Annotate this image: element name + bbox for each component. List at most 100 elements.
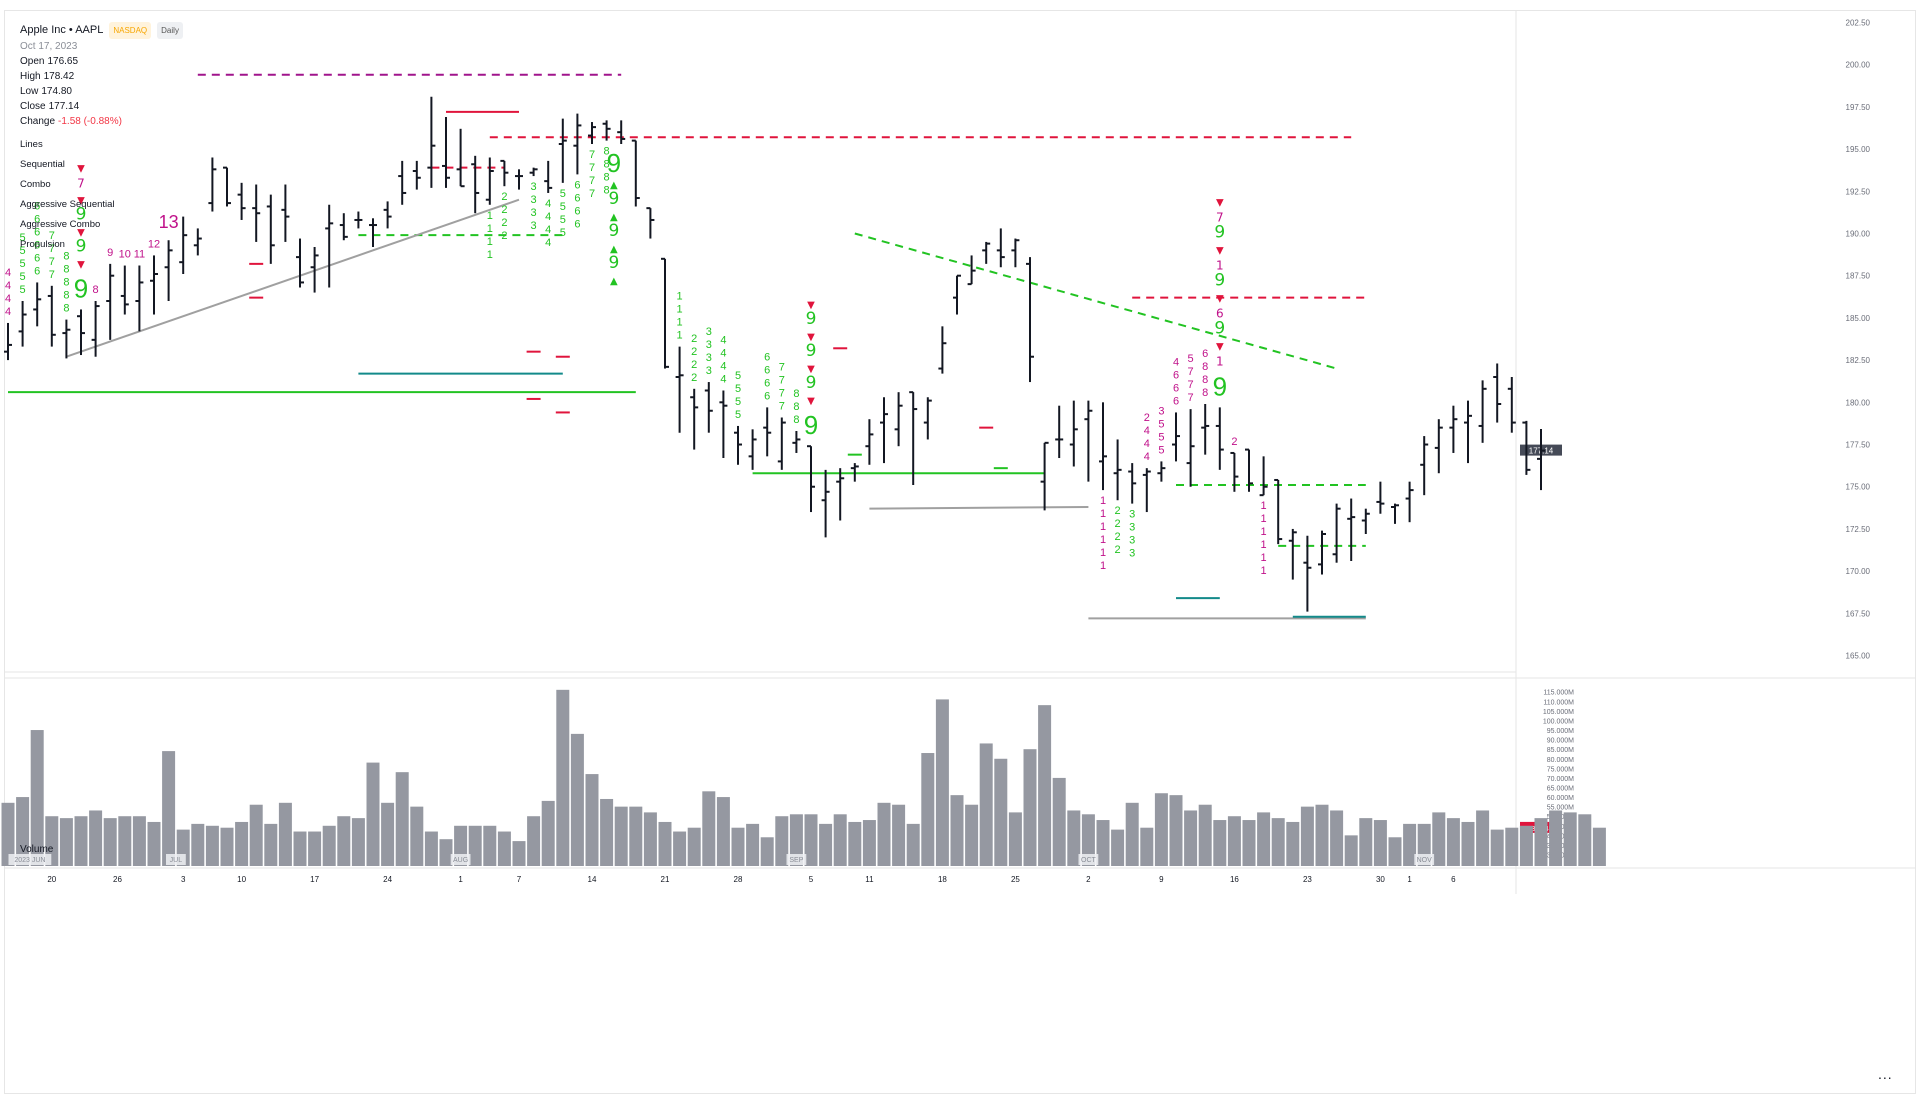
setup-count-label: 5 — [735, 370, 741, 382]
setup-count-label: 5 — [560, 227, 566, 239]
volume-bar — [395, 772, 409, 866]
setup-count-label: 6 — [764, 364, 770, 376]
symbol-row[interactable]: Apple Inc • AAPL NASDAQ Daily — [20, 22, 183, 39]
buy-arrow-icon: ▲ — [610, 276, 618, 287]
price-axis-tick: 172.50 — [1846, 525, 1871, 534]
more-options-button[interactable]: ... — [1878, 1066, 1893, 1082]
month-marker-bg — [1414, 854, 1435, 865]
setup-count-label: 2 — [1115, 505, 1121, 517]
setup-count-label: 1 — [1100, 547, 1106, 559]
price-axis-tick: 195.00 — [1846, 145, 1871, 154]
volume-bar — [527, 816, 541, 866]
volume-bar — [1432, 812, 1446, 866]
volume-bar — [74, 816, 88, 866]
setup-count-label: 8 — [793, 414, 799, 426]
time-axis-tick: 26 — [113, 875, 122, 884]
volume-bar — [249, 804, 263, 866]
setup-count-label: 4 — [545, 198, 551, 210]
setup-count-label: 1 — [1261, 500, 1267, 512]
setup-count-label: 1 — [487, 223, 493, 235]
setup-count-label: 2 — [691, 372, 697, 384]
setup-count-label: 8 — [1202, 387, 1208, 399]
indicator-toggle-propulsion[interactable]: Propulsion — [20, 239, 65, 250]
volume-bar — [731, 827, 745, 866]
volume-bar — [629, 806, 643, 866]
setup-count-label: 1 — [487, 210, 493, 222]
month-marker-bg — [166, 854, 186, 865]
setup-count-label: 3 — [1129, 522, 1135, 534]
volume-bar — [1592, 827, 1606, 866]
setup-count-label: 7 — [1188, 379, 1194, 391]
time-axis-tick: 20 — [47, 875, 56, 884]
indicator-toggle-aggressive-sequential[interactable]: Aggressive Sequential — [20, 199, 115, 210]
change-row: Change -1.58 (-0.88%) — [20, 114, 183, 129]
setup-count-label: 7 — [779, 375, 785, 387]
ohlc-label: High — [20, 71, 41, 82]
setup-count-label: 1 — [1100, 521, 1106, 533]
volume-bar — [877, 802, 891, 866]
indicator-toggle-combo[interactable]: Combo — [20, 179, 51, 190]
volume-bar — [278, 802, 292, 866]
price-axis-tick: 192.50 — [1846, 187, 1871, 196]
volume-bar — [848, 821, 862, 866]
volume-bar — [103, 818, 117, 866]
volume-bar — [1169, 795, 1183, 866]
trend-line — [869, 505, 1089, 510]
ohlc-close: Close 177.14 — [20, 99, 183, 114]
volume-bar — [1373, 820, 1387, 866]
volume-axis-tick: 55.000M — [1547, 805, 1574, 812]
setup-count-label: 2 — [1115, 518, 1121, 530]
volume-axis-tick: 115.000M — [1543, 690, 1574, 697]
setup-count-label: 3 — [531, 220, 537, 232]
interval-badge[interactable]: Daily — [157, 22, 183, 39]
volume-bar — [979, 743, 993, 866]
arrow-stack-label: 7 — [1216, 210, 1224, 224]
setup-count-label: 7 — [589, 188, 595, 200]
setup-count-label: 5 — [20, 271, 26, 283]
volume-bar — [658, 821, 672, 866]
price-axis-tick: 165.00 — [1846, 652, 1871, 661]
setup-count-label: 5 — [20, 245, 26, 257]
price-axis-tick: 190.00 — [1846, 229, 1871, 238]
volume-bar — [1563, 812, 1577, 866]
setup-count-label: 1 — [677, 304, 683, 316]
volume-bar — [1330, 810, 1344, 866]
setup-count-label: 4 — [720, 334, 726, 346]
volume-bar — [994, 758, 1008, 866]
volume-bar — [1198, 804, 1212, 866]
time-axis-tick: 2 — [1086, 875, 1091, 884]
time-axis-tick: 23 — [1303, 875, 1312, 884]
volume-bar — [1067, 810, 1081, 866]
ohlc-values: Open 176.65 High 178.42 Low 174.80 Close 177.14 — [20, 54, 183, 114]
volume-bar — [381, 802, 395, 866]
setup-count-label: 6 — [574, 205, 580, 217]
setup-count-label: 4 — [5, 280, 11, 292]
arrow-stack-label: 1 — [1216, 354, 1224, 368]
arrow-stack-label: 1 — [1216, 258, 1224, 272]
indicator-menu: Lines Sequential Combo Aggressive Sequentia… — [20, 135, 183, 255]
setup-count-label: 1 — [1261, 526, 1267, 538]
time-axis-tick: 24 — [383, 875, 392, 884]
sell-arrow-icon: ▼ — [807, 332, 815, 343]
volume-bar — [366, 762, 380, 866]
setup-count-label: 3 — [531, 207, 537, 219]
time-axis-tick: 18 — [938, 875, 947, 884]
indicator-toggle-aggressive-combo[interactable]: Aggressive Combo — [20, 219, 101, 230]
chart-frame — [4, 10, 1916, 1094]
setup-count-label: 8 — [793, 388, 799, 400]
indicator-toggle-lines[interactable]: Lines — [20, 139, 43, 150]
volume-bar — [585, 774, 599, 866]
indicator-toggle-sequential[interactable]: Sequential — [20, 159, 65, 170]
completion-mark: 9 — [804, 410, 818, 440]
price-axis-tick: 187.50 — [1846, 272, 1871, 281]
volume-bar — [1111, 829, 1125, 866]
setup-count-label: 1 — [1100, 495, 1106, 507]
setup-count-label: 8 — [604, 172, 610, 184]
volume-bar — [1388, 837, 1402, 866]
setup-count-label: 8 — [604, 146, 610, 158]
month-marker-label: JUL — [170, 857, 183, 864]
setup-count-label: 8 — [793, 401, 799, 413]
setup-count-label: 6 — [574, 192, 580, 204]
price-axis-tick: 180.00 — [1846, 398, 1871, 407]
